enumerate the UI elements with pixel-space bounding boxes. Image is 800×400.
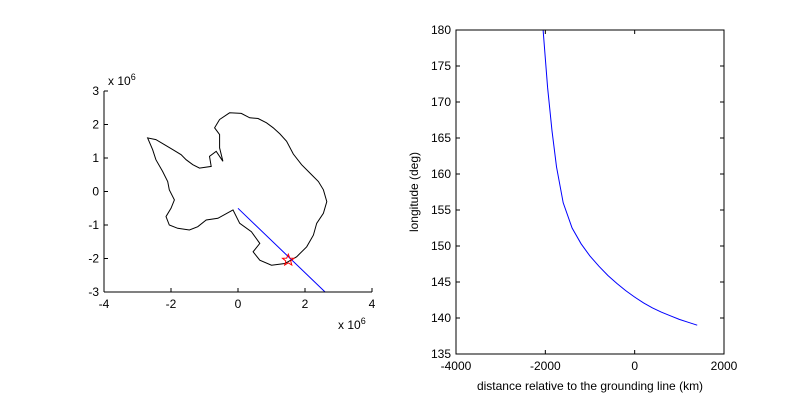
x-tick-label: -2 <box>166 297 177 311</box>
y-tick-label: 155 <box>431 203 451 217</box>
longitude-series-line <box>542 29 698 326</box>
y-tick-label: 140 <box>431 311 451 325</box>
x-axis-exponent-label: x 106 <box>338 316 366 332</box>
y-tick-label: 145 <box>431 275 451 289</box>
longitude-distance-panel: -4000 -2000 0 2000 135 140 145 150 155 160 165 170 1… <box>407 23 738 393</box>
map-plot-area <box>146 112 328 293</box>
map-axes: -4 -2 0 2 4 -3 -2 -1 0 1 2 3 <box>88 84 375 311</box>
y-tick-label: -3 <box>88 285 99 299</box>
x-tick-label: 0 <box>235 297 242 311</box>
line-plot-area <box>542 29 698 326</box>
y-tick-label: 160 <box>431 167 451 181</box>
y-tick-label: 135 <box>431 347 451 361</box>
antarctica-coastline <box>146 112 328 266</box>
y-tick-label: 180 <box>431 23 451 37</box>
antarctica-map-panel: -4 -2 0 2 4 -3 -2 -1 0 1 2 3 x 106 x 106 <box>88 72 375 332</box>
y-tick-label: 165 <box>431 131 451 145</box>
y-tick-label: 150 <box>431 239 451 253</box>
x-tick-label: 4 <box>369 297 376 311</box>
y-tick-label: 1 <box>92 151 99 165</box>
x-tick-label: -4000 <box>441 359 472 373</box>
y-axis-title: longitude (deg) <box>407 152 421 232</box>
grounding-line-marker <box>281 252 296 267</box>
y-axis-exponent-label: x 106 <box>108 72 136 88</box>
x-axis-title: distance relative to the grounding line … <box>477 379 703 393</box>
plot-frame <box>455 29 725 355</box>
y-tick-label: 175 <box>431 59 451 73</box>
x-tick-label: 2 <box>302 297 309 311</box>
y-tick-label: -2 <box>88 252 99 266</box>
x-tick-label: -4 <box>99 297 110 311</box>
x-tick-label: -2000 <box>530 359 561 373</box>
x-tick-label: 0 <box>631 359 638 373</box>
y-tick-label: -1 <box>88 218 99 232</box>
transect-line <box>237 207 326 293</box>
y-tick-label: 170 <box>431 95 451 109</box>
y-tick-label: 3 <box>92 84 99 98</box>
line-axes: -4000 -2000 0 2000 135 140 145 150 155 160 165 170 1… <box>431 23 738 373</box>
y-tick-label: 2 <box>92 118 99 132</box>
x-tick-label: 2000 <box>711 359 738 373</box>
y-tick-label: 0 <box>92 185 99 199</box>
